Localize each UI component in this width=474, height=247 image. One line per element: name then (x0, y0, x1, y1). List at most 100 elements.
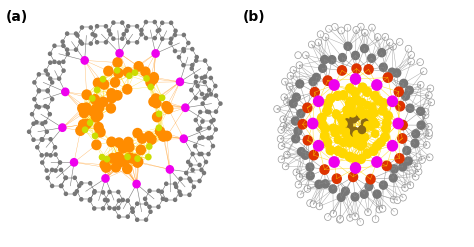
Circle shape (147, 135, 156, 144)
Circle shape (80, 198, 83, 201)
Circle shape (337, 193, 345, 201)
Circle shape (89, 42, 92, 45)
Circle shape (202, 171, 206, 175)
Circle shape (372, 216, 379, 223)
Circle shape (103, 198, 107, 202)
Circle shape (113, 153, 122, 162)
Circle shape (287, 72, 294, 79)
Circle shape (408, 51, 415, 58)
Circle shape (378, 49, 386, 57)
Circle shape (133, 158, 142, 167)
Circle shape (27, 130, 31, 133)
Circle shape (332, 129, 339, 137)
Circle shape (100, 76, 106, 82)
Circle shape (369, 146, 378, 155)
Circle shape (208, 88, 210, 92)
Circle shape (61, 40, 64, 43)
Circle shape (201, 76, 203, 80)
Circle shape (199, 110, 202, 114)
Circle shape (173, 182, 177, 185)
Circle shape (194, 81, 197, 84)
Circle shape (396, 102, 405, 111)
Circle shape (351, 193, 359, 201)
Circle shape (403, 146, 410, 155)
Circle shape (316, 203, 323, 210)
Circle shape (399, 163, 407, 171)
Circle shape (41, 138, 44, 141)
Circle shape (78, 184, 81, 187)
Circle shape (323, 76, 332, 85)
Circle shape (108, 206, 111, 210)
Circle shape (405, 45, 412, 52)
Circle shape (210, 136, 213, 139)
Circle shape (160, 95, 165, 101)
Circle shape (369, 107, 376, 114)
Circle shape (356, 109, 364, 116)
Circle shape (320, 165, 329, 174)
Circle shape (113, 91, 122, 100)
Circle shape (144, 197, 146, 200)
Circle shape (323, 138, 332, 147)
Circle shape (89, 198, 92, 201)
Circle shape (331, 127, 338, 134)
Circle shape (62, 60, 65, 63)
Circle shape (62, 44, 65, 47)
Circle shape (156, 29, 159, 32)
Circle shape (37, 105, 40, 109)
Circle shape (346, 124, 353, 132)
Circle shape (107, 89, 116, 98)
Circle shape (357, 155, 365, 164)
Circle shape (321, 180, 329, 188)
Circle shape (358, 83, 367, 92)
Circle shape (394, 197, 401, 204)
Circle shape (308, 118, 318, 129)
Circle shape (383, 73, 392, 82)
Circle shape (66, 52, 69, 55)
Circle shape (333, 111, 340, 119)
Circle shape (101, 207, 105, 210)
Circle shape (123, 67, 132, 77)
Circle shape (364, 101, 371, 109)
Circle shape (92, 133, 98, 139)
Circle shape (346, 100, 353, 107)
Circle shape (412, 130, 419, 138)
Circle shape (206, 110, 209, 113)
Circle shape (278, 156, 285, 163)
Circle shape (333, 91, 342, 100)
Circle shape (89, 26, 92, 29)
Circle shape (59, 124, 66, 131)
Circle shape (134, 157, 143, 166)
Circle shape (376, 206, 383, 213)
Circle shape (372, 130, 379, 137)
Circle shape (136, 41, 138, 44)
Circle shape (117, 206, 120, 210)
Circle shape (116, 50, 123, 57)
Circle shape (156, 111, 162, 117)
Circle shape (366, 174, 375, 184)
Circle shape (75, 190, 78, 193)
Circle shape (82, 90, 91, 100)
Circle shape (426, 123, 432, 130)
Circle shape (49, 138, 52, 141)
Circle shape (82, 119, 91, 129)
Circle shape (318, 120, 327, 129)
Circle shape (82, 127, 88, 132)
Circle shape (359, 98, 366, 106)
Circle shape (80, 108, 89, 118)
Circle shape (326, 94, 335, 103)
Circle shape (396, 39, 403, 45)
Circle shape (297, 191, 304, 198)
Circle shape (368, 54, 375, 62)
Circle shape (357, 23, 364, 30)
Circle shape (382, 124, 390, 133)
Circle shape (374, 34, 381, 41)
Circle shape (362, 133, 369, 141)
Circle shape (71, 159, 78, 166)
Circle shape (412, 173, 419, 180)
Circle shape (48, 113, 51, 116)
Circle shape (296, 173, 303, 180)
Circle shape (360, 190, 368, 198)
Circle shape (146, 154, 151, 160)
Circle shape (353, 131, 360, 138)
Circle shape (348, 172, 357, 182)
